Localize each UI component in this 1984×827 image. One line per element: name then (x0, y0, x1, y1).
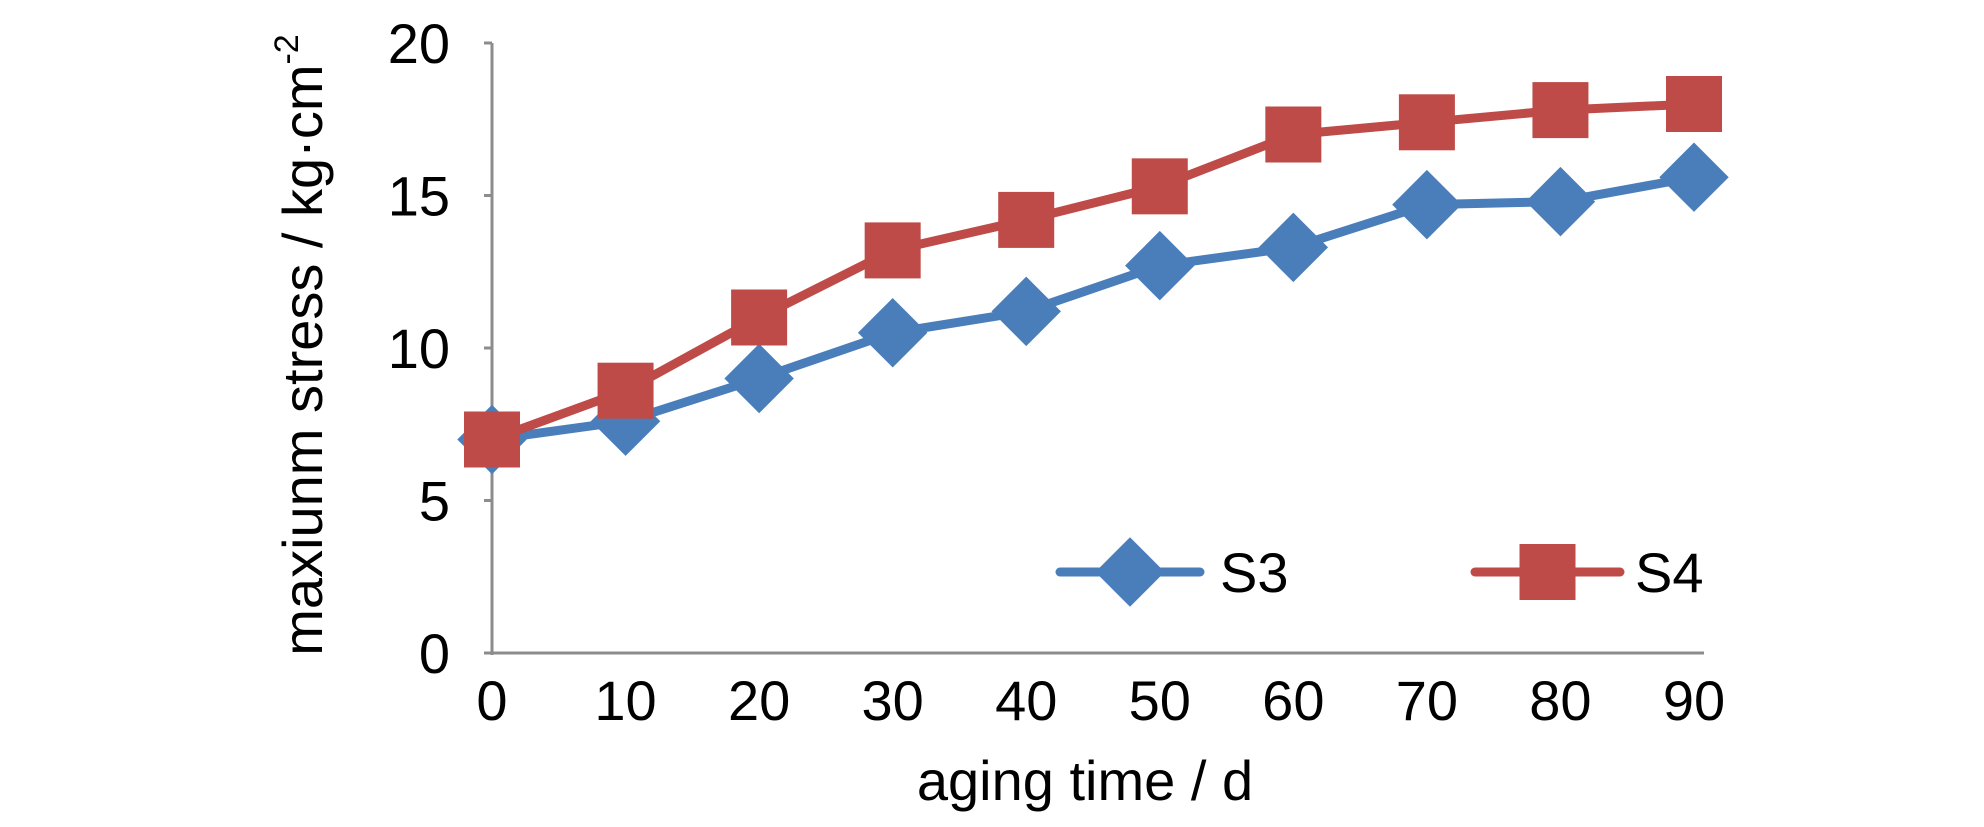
data-point (1659, 142, 1729, 212)
legend-swatch-marker (1095, 537, 1165, 607)
series-s3 (457, 142, 1729, 475)
y-tick-label: 0 (419, 622, 450, 685)
x-tick-label: 0 (476, 669, 507, 732)
x-tick-label: 80 (1529, 669, 1591, 732)
series-layer (457, 76, 1729, 475)
x-tick-label: 70 (1396, 669, 1458, 732)
y-tick-label: 10 (388, 317, 450, 380)
x-axis-title-text: aging time / d (917, 749, 1253, 812)
y-tick-label: 15 (388, 165, 450, 228)
legend-item-s4: S4 (1470, 541, 1704, 604)
x-tick-label: 60 (1262, 669, 1324, 732)
data-point (731, 289, 788, 346)
data-point (1265, 106, 1322, 163)
y-tick-label: 5 (419, 470, 450, 533)
x-tick-labels: 0 10 20 30 40 50 60 70 80 90 (476, 669, 1725, 732)
data-point (724, 343, 794, 414)
data-point (857, 298, 928, 368)
data-point (597, 362, 654, 419)
x-tick-label: 20 (728, 669, 790, 732)
y-tick-labels: 0 5 10 15 20 (388, 12, 492, 685)
data-point (1525, 166, 1596, 237)
series-line (491, 172, 1695, 444)
legend-item-s3: S3 (1055, 537, 1289, 607)
y-tick-label: 20 (388, 12, 450, 75)
data-point (1258, 212, 1329, 283)
data-point (1125, 230, 1195, 301)
x-tick-label: 10 (594, 669, 656, 732)
legend-label: S4 (1635, 541, 1704, 604)
x-axis-title: aging time / d (917, 749, 1253, 812)
x-tick-label: 30 (862, 669, 924, 732)
y-axis-title-superscript: -2 (268, 34, 306, 64)
x-tick-label: 50 (1129, 669, 1191, 732)
y-axis-title: maxiunm stress / kg·cm-2 (268, 34, 334, 655)
legend-label: S3 (1220, 541, 1289, 604)
data-point (1131, 158, 1188, 215)
data-point (1666, 76, 1722, 132)
data-point (991, 276, 1061, 347)
x-tick-label: 40 (995, 669, 1057, 732)
y-axis-title-text: maxiunm stress / kg·cm (271, 65, 334, 656)
legend: S3 S4 (1055, 537, 1704, 607)
series-s4 (464, 76, 1722, 468)
data-point (1392, 169, 1462, 240)
x-tick-label: 90 (1663, 669, 1725, 732)
series-line (490, 99, 1695, 444)
data-point (1398, 94, 1455, 151)
legend-swatch-marker (1519, 544, 1576, 600)
data-point (1532, 82, 1589, 139)
data-point (464, 411, 520, 468)
data-point (864, 222, 921, 279)
data-point (998, 191, 1055, 248)
